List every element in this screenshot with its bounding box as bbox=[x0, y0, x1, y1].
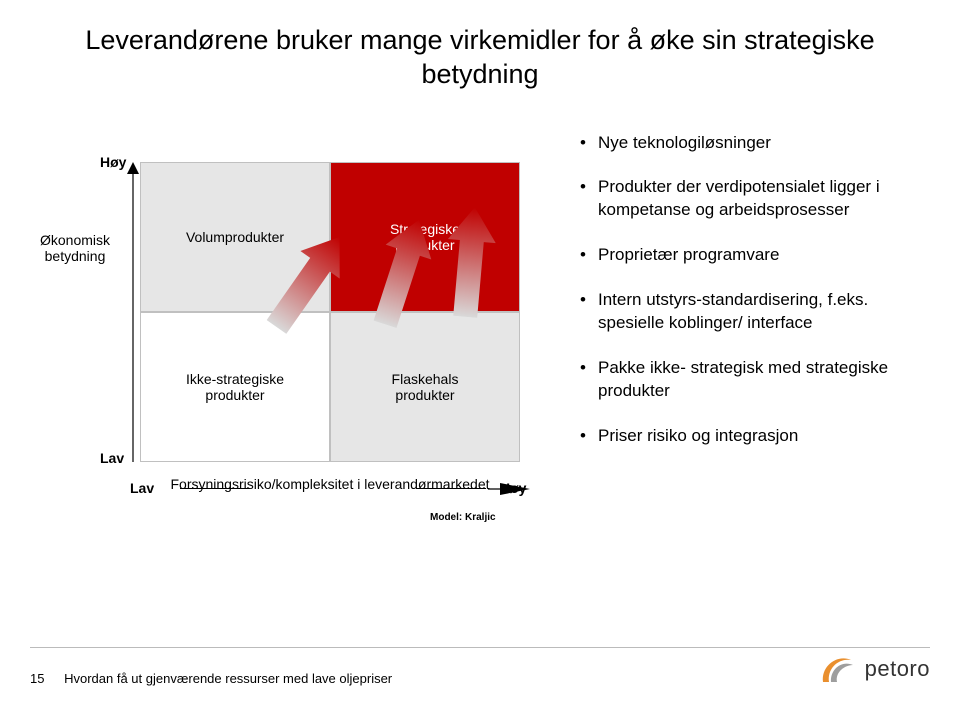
cell-bl-label: Ikke-strategiske produkter bbox=[178, 371, 292, 403]
y-axis-high-label: Høy bbox=[100, 154, 126, 170]
bullet-item: Nye teknologiløsninger bbox=[580, 132, 930, 155]
x-axis-aux-line bbox=[180, 488, 250, 489]
slide: Leverandørene bruker mange virkemidler f… bbox=[0, 0, 960, 708]
bullet-panel: Nye teknologiløsninger Produkter der verd… bbox=[550, 132, 930, 532]
footer-left: 15 Hvordan få ut gjenværende ressurser m… bbox=[30, 671, 392, 686]
y-axis-arrow-icon bbox=[126, 162, 140, 462]
bullet-item: Intern utstyrs-standardisering, f.eks. s… bbox=[580, 289, 930, 335]
slide-title: Leverandørene bruker mange virkemidler f… bbox=[30, 24, 930, 92]
cell-tl-label: Volumprodukter bbox=[178, 229, 292, 245]
page-number: 15 bbox=[30, 671, 44, 686]
matrix-diagram: Høy Økonomisk betydning Lav Volumprodukt… bbox=[30, 132, 550, 532]
cell-br-label: Flaskehals produkter bbox=[384, 371, 467, 403]
y-axis-low-label: Lav bbox=[100, 450, 124, 466]
logo-icon bbox=[817, 652, 857, 686]
x-axis-arrow-icon bbox=[488, 482, 530, 496]
x-axis-aux-line-2 bbox=[416, 488, 486, 489]
bullet-item: Pakke ikke- strategisk med strategiske p… bbox=[580, 357, 930, 403]
y-axis-label: Økonomisk betydning bbox=[30, 232, 120, 264]
logo: petoro bbox=[817, 652, 930, 686]
cell-bottom-left: Ikke-strategiske produkter bbox=[140, 312, 330, 462]
matrix-arrow bbox=[441, 205, 498, 319]
bullet-item: Proprietær programvare bbox=[580, 244, 930, 267]
matrix-grid: Volumprodukter Strategiske produkter Ikk… bbox=[140, 162, 520, 462]
logo-text: petoro bbox=[865, 656, 930, 682]
footer: 15 Hvordan få ut gjenværende ressurser m… bbox=[30, 652, 930, 686]
footer-divider bbox=[30, 647, 930, 648]
model-credit: Model: Kraljic bbox=[430, 512, 496, 523]
bullet-item: Produkter der verdipotensialet ligger i … bbox=[580, 176, 930, 222]
cell-bottom-right: Flaskehals produkter bbox=[330, 312, 520, 462]
bullet-item: Priser risiko og integrasjon bbox=[580, 425, 930, 448]
x-axis-label: Forsyningsrisiko/kompleksitet i leverand… bbox=[140, 476, 520, 492]
content-row: Høy Økonomisk betydning Lav Volumprodukt… bbox=[30, 132, 930, 532]
bullet-list: Nye teknologiløsninger Produkter der verd… bbox=[580, 132, 930, 448]
footer-caption: Hvordan få ut gjenværende ressurser med … bbox=[64, 671, 392, 686]
